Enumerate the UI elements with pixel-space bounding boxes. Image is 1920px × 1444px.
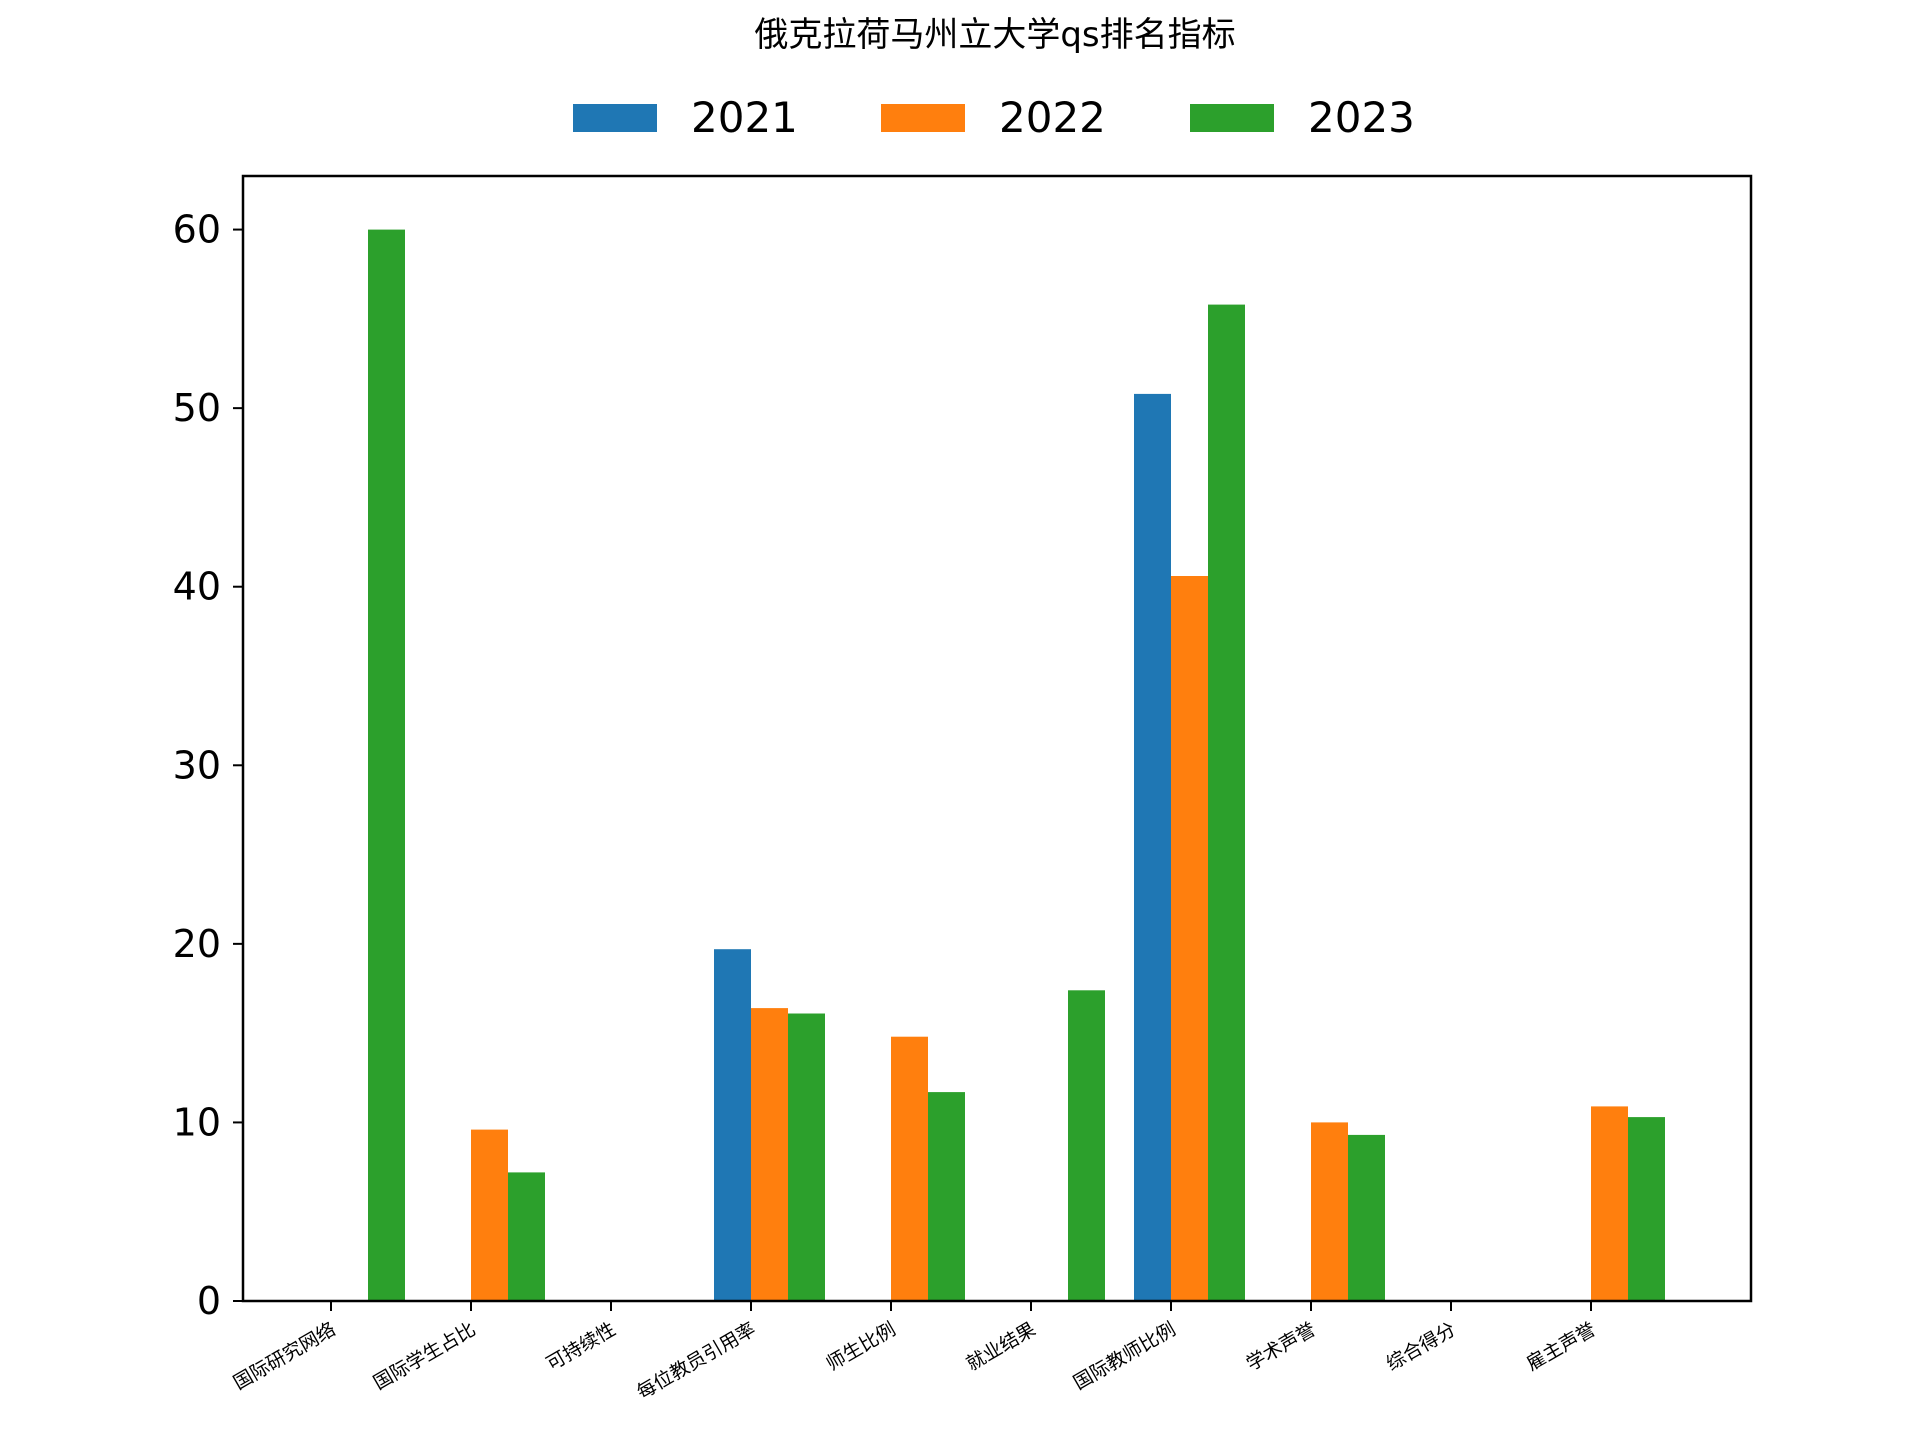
- bar-2023-2: [508, 1172, 545, 1301]
- y-tick-label: 50: [173, 386, 221, 430]
- x-tick-label: 国际研究网络: [230, 1318, 340, 1394]
- plot-frame: [241, 174, 1753, 1303]
- bar-2022-5: [891, 1036, 928, 1301]
- x-tick-label: 学术声誉: [1243, 1318, 1320, 1375]
- legend-swatch-2021: [573, 104, 657, 132]
- legend-item-2023: 2023: [1190, 93, 1415, 142]
- bar-2023-5: [928, 1092, 965, 1301]
- x-tick-label: 国际学生占比: [370, 1318, 480, 1394]
- bars-group: [368, 229, 1665, 1302]
- legend-swatch-2023: [1190, 104, 1274, 132]
- bar-2022-10: [1591, 1106, 1628, 1301]
- legend-swatch-2022: [881, 104, 965, 132]
- bar-2021-7: [1134, 393, 1171, 1301]
- bar-2022-8: [1311, 1122, 1348, 1301]
- legend-label-2021: 2021: [691, 93, 798, 142]
- chart-title: 俄克拉荷马州立大学qs排名指标: [754, 15, 1235, 55]
- bar-2023-10: [1628, 1117, 1665, 1301]
- x-tick-label: 师生比例: [823, 1318, 900, 1375]
- bar-2023-8: [1348, 1134, 1385, 1301]
- y-tick-label: 20: [173, 922, 221, 966]
- bar-2023-4: [788, 1013, 825, 1301]
- x-tick-label: 可持续性: [543, 1318, 620, 1375]
- bar-2023-6: [1068, 990, 1105, 1301]
- x-axis: 国际研究网络 国际学生占比 可持续性 每位教员引用率 师生比例 就业结果 国际教师比例 学术声…: [230, 1301, 1600, 1404]
- bar-2023-1: [368, 229, 405, 1302]
- legend-label-2023: 2023: [1308, 93, 1415, 142]
- x-tick-label: 雇主声誉: [1523, 1318, 1600, 1375]
- y-tick-label: 10: [173, 1100, 221, 1144]
- bar-2023-7: [1208, 304, 1245, 1302]
- y-tick-label: 0: [197, 1279, 221, 1323]
- x-tick-label: 就业结果: [963, 1318, 1040, 1375]
- bar-2022-4: [751, 1008, 788, 1301]
- legend-label-2022: 2022: [999, 93, 1106, 142]
- legend: 2021 2022 2023: [573, 93, 1415, 142]
- bar-2022-2: [471, 1129, 508, 1301]
- legend-item-2021: 2021: [573, 93, 798, 142]
- y-tick-label: 60: [173, 208, 221, 252]
- legend-item-2022: 2022: [881, 93, 1106, 142]
- y-tick-label: 40: [173, 565, 221, 609]
- x-tick-label: 国际教师比例: [1070, 1318, 1180, 1394]
- bar-2021-4: [714, 949, 751, 1301]
- bar-2022-7: [1171, 576, 1208, 1301]
- x-tick-label: 每位教员引用率: [633, 1318, 759, 1404]
- y-tick-label: 30: [173, 743, 221, 787]
- y-axis: 0 10 20 30 40 50 60: [173, 208, 243, 1323]
- x-tick-label: 综合得分: [1383, 1318, 1460, 1375]
